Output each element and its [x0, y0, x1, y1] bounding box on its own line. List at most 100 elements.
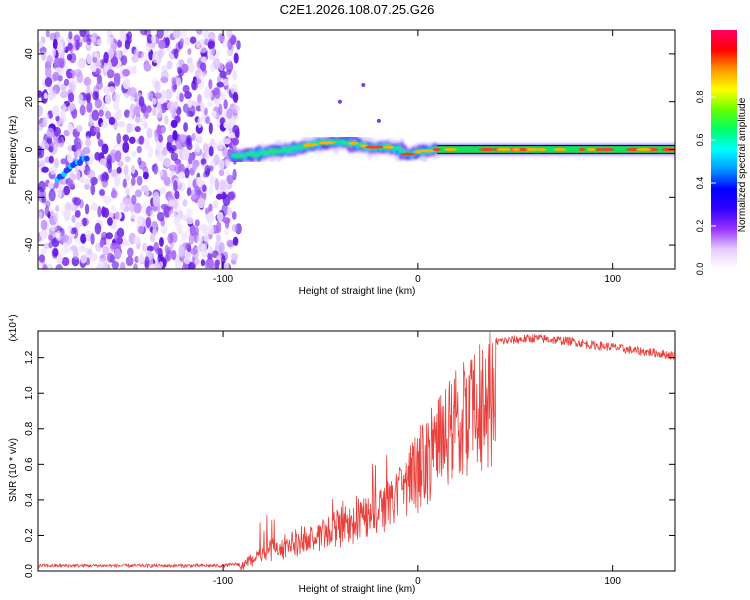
noise-blob [71, 79, 78, 86]
noise-blob [222, 217, 231, 224]
noise-blob [94, 60, 101, 68]
noise-blob [203, 107, 208, 116]
noise-blob [93, 126, 101, 133]
noise-blob [134, 125, 141, 133]
noise-blob [76, 170, 81, 181]
noise-blob [60, 110, 66, 119]
noise-blob [55, 205, 60, 212]
noise-blob [117, 121, 126, 128]
noise-blob [233, 52, 239, 64]
noise-blob [71, 215, 76, 224]
noise-blob [184, 229, 190, 240]
noise-blob [121, 55, 128, 66]
noise-blob [150, 210, 155, 218]
y-tick-label: 0.4 [24, 493, 35, 507]
noise-blob [40, 36, 46, 44]
noise-blob [226, 239, 235, 248]
noise-blob [128, 110, 133, 123]
noise-blob [204, 35, 209, 45]
noise-blob [104, 93, 112, 105]
noise-blob [38, 145, 42, 157]
noise-blob [46, 263, 53, 269]
noise-blob [124, 174, 131, 181]
noise-blob [200, 102, 205, 113]
noise-blob [125, 187, 130, 196]
noise-blob [208, 78, 213, 90]
noise-blob [67, 180, 75, 189]
y-tick-label: 0.8 [24, 421, 35, 435]
noise-blob [47, 181, 54, 189]
noise-blob [225, 62, 232, 71]
noise-blob [79, 104, 86, 116]
noise-blob [127, 247, 134, 258]
noise-blob [196, 30, 203, 35]
noise-blob [130, 176, 136, 186]
noise-blob [163, 176, 171, 186]
noise-blob [182, 199, 188, 207]
noise-blob [166, 101, 175, 112]
noise-blob [214, 178, 220, 191]
noise-blob [161, 148, 168, 157]
noise-blob [55, 115, 60, 122]
noise-blob [146, 90, 154, 102]
noise-blob [136, 175, 143, 186]
noise-blob [231, 211, 237, 220]
noise-blob [85, 137, 91, 148]
x-tick-label: 100 [604, 274, 621, 285]
noise-blob [103, 85, 110, 95]
noise-blob [149, 263, 157, 269]
noise-blob [219, 180, 227, 191]
noise-blob [234, 129, 240, 139]
noise-blob [152, 194, 161, 207]
y-tick-label: -40 [24, 237, 35, 252]
noise-blob [53, 212, 59, 223]
noise-blob [160, 76, 169, 84]
noise-blob [83, 76, 92, 87]
noise-blob [191, 132, 196, 141]
signal-hotspot [635, 148, 652, 151]
signal-hotspot [400, 152, 416, 156]
noise-blob [50, 224, 57, 232]
noise-blob [194, 78, 202, 85]
noise-blob [117, 160, 124, 167]
noise-blob [184, 37, 191, 46]
noise-blob [123, 164, 129, 177]
noise-blob [38, 123, 44, 131]
noise-blob [110, 242, 117, 250]
noise-blob [187, 48, 192, 55]
noise-blob [49, 208, 55, 216]
snr-scale-label: (x10⁴) [8, 314, 19, 341]
x-tick-label: 0 [415, 576, 421, 587]
noise-blob [85, 94, 91, 102]
noise-blob [106, 69, 115, 79]
noise-blob [214, 259, 220, 269]
noise-blob [103, 173, 110, 182]
noise-blob [90, 183, 96, 196]
noise-blob [184, 91, 192, 100]
noise-blob [90, 233, 95, 245]
noise-blob [88, 248, 93, 256]
noise-blob [208, 185, 213, 196]
noise-blob [65, 208, 72, 218]
spectrogram-panel: -100 0 100 -40 -20 0 20 40 Height of straight l… [8, 29, 676, 297]
noise-blob [133, 48, 140, 58]
noise-blob [164, 88, 173, 100]
noise-blob [125, 256, 134, 267]
noise-blob [106, 252, 114, 263]
colorbar-tick-label: 0.2 [695, 220, 705, 233]
noise-blob [67, 92, 75, 103]
noise-blob [167, 232, 174, 245]
noise-blob [226, 174, 234, 185]
noise-blob [86, 85, 91, 93]
noise-blob [115, 49, 122, 60]
colorbar-label: Normalized spectral amplitude [737, 97, 748, 232]
noise-blob [55, 230, 62, 242]
noise-blob [116, 236, 124, 245]
noise-blob [82, 217, 87, 227]
noise-blob [192, 162, 198, 171]
noise-blob [57, 35, 66, 45]
noise-blob [38, 254, 45, 263]
snr-axes: -100 0 100 0.0 0.2 0.4 0.6 0.8 1.0 1.2 [24, 331, 675, 587]
noise-blob [66, 72, 73, 79]
y-tick-label: -20 [24, 190, 35, 205]
